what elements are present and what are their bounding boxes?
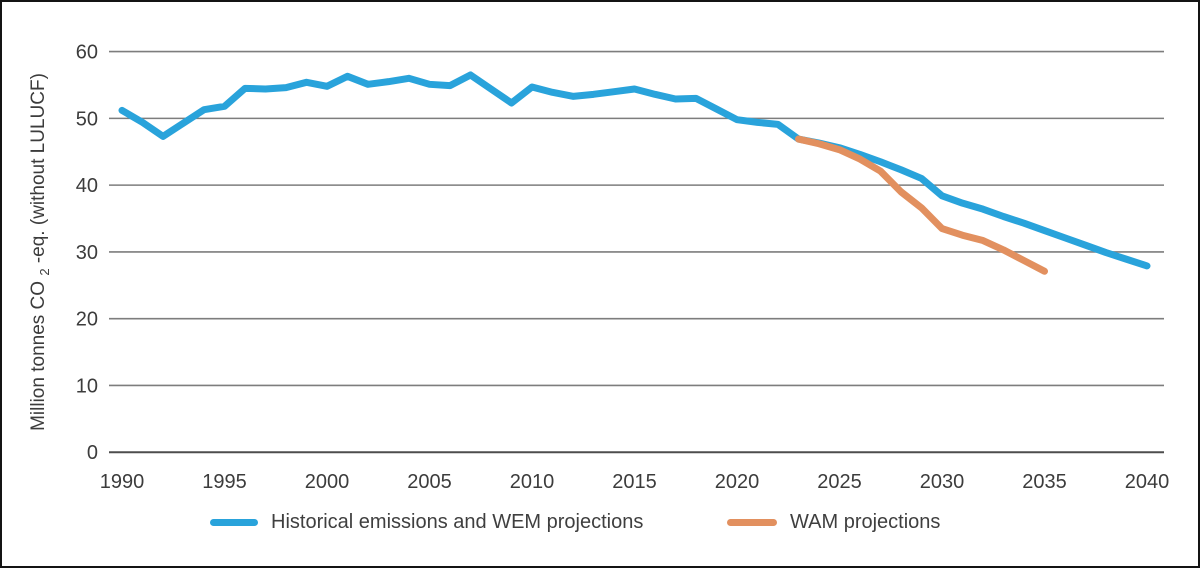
- legend-item-wem: Historical emissions and WEM projections: [210, 507, 643, 537]
- x-tick-label-2035: 2035: [1022, 471, 1067, 493]
- series-layer: [118, 71, 1151, 275]
- y-axis-title-main: Million tonnes CO: [28, 281, 49, 431]
- x-tick-label-2025: 2025: [817, 471, 862, 493]
- x-axis-tick-labels: 1990 1995 2000 2005 2010 2015 2020 2025 2030 2035…: [100, 471, 1170, 493]
- y-tick-label-20: 20: [76, 309, 98, 331]
- y-tick-label-30: 30: [76, 242, 98, 264]
- series-line-wam: [795, 135, 1048, 275]
- x-tick-label-1990: 1990: [100, 471, 145, 493]
- y-tick-label-0: 0: [87, 442, 98, 464]
- legend: Historical emissions and WEM projections…: [2, 507, 1200, 541]
- x-tick-label-2030: 2030: [920, 471, 965, 493]
- wem-line-swatch: [210, 518, 258, 526]
- grid-layer: [109, 50, 1164, 454]
- x-tick-label-1995: 1995: [202, 471, 247, 493]
- y-tick-label-10: 10: [76, 375, 98, 397]
- legend-item-wam: WAM projections: [727, 507, 940, 537]
- x-tick-label-2020: 2020: [715, 471, 760, 493]
- x-tick-label-2015: 2015: [612, 471, 657, 493]
- x-tick-label-2000: 2000: [305, 471, 350, 493]
- y-axis-title-rest: -eq. (without LULUCF): [28, 73, 49, 263]
- y-tick-label-60: 60: [76, 42, 98, 64]
- y-axis-title: Million tonnes CO 2 -eq. (without LULUCF…: [28, 73, 54, 431]
- x-tick-label-2040: 2040: [1125, 471, 1170, 493]
- y-axis-tick-labels: 0 10 20 30 40 50 60: [76, 42, 98, 465]
- y-tick-label-40: 40: [76, 175, 98, 197]
- legend-label-wam: WAM projections: [790, 510, 941, 533]
- x-tick-label-2005: 2005: [407, 471, 452, 493]
- y-tick-label-50: 50: [76, 108, 98, 130]
- x-tick-label-2010: 2010: [510, 471, 555, 493]
- legend-label-wem: Historical emissions and WEM projections: [271, 510, 644, 533]
- wam-line-swatch: [727, 518, 777, 526]
- series-line-wem: [118, 71, 1151, 270]
- y-axis-title-subscript: 2: [37, 268, 52, 275]
